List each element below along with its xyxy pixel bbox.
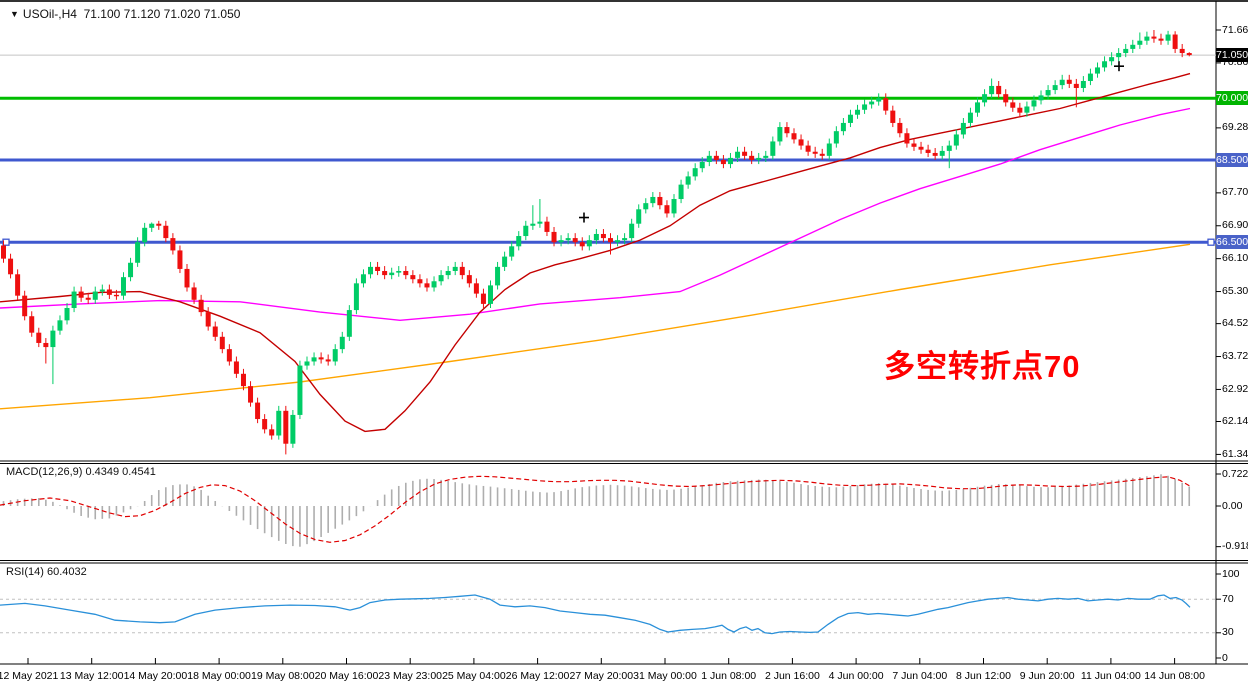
chart-annotation-text[interactable]: 多空转折点70 bbox=[884, 349, 1081, 384]
time-axis-label: 19 May 08:00 bbox=[250, 670, 315, 682]
axis-ticks bbox=[27, 29, 1221, 664]
time-axis-label: 27 May 20:00 bbox=[569, 670, 634, 682]
price-badge-70.000: 70.000 bbox=[1216, 91, 1248, 106]
rsi-axis-label: 100 bbox=[1222, 567, 1240, 580]
time-axis-label: 26 May 12:00 bbox=[505, 670, 570, 682]
rsi-axis-label: 0 bbox=[1222, 651, 1228, 664]
rsi-axis-label: 30 bbox=[1222, 626, 1234, 639]
ma-slow-orange-line bbox=[0, 243, 1191, 410]
macd-axis-label: 0.00 bbox=[1222, 499, 1243, 512]
macd-indicator-title: MACD(12,26,9) 0.4349 0.4541 bbox=[6, 466, 156, 478]
price-badge-66.500: 66.500 bbox=[1216, 235, 1248, 250]
price-axis-label: 62.920 bbox=[1222, 382, 1248, 395]
time-axis-label: 23 May 23:00 bbox=[378, 670, 443, 682]
time-axis-label: 14 May 20:00 bbox=[123, 670, 188, 682]
time-axis-label: 2 Jun 16:00 bbox=[764, 670, 820, 682]
price-axis-label: 65.300 bbox=[1222, 285, 1248, 298]
time-axis-label: 4 Jun 00:00 bbox=[828, 670, 884, 682]
price-axis-label: 63.720 bbox=[1222, 350, 1248, 363]
price-axis-label: 71.660 bbox=[1222, 23, 1248, 36]
cross-markers bbox=[579, 61, 1124, 223]
symbol-name: USOil-,H4 bbox=[22, 7, 77, 21]
time-axis-label: 7 Jun 04:00 bbox=[892, 670, 948, 682]
time-axis-label: 8 Jun 12:00 bbox=[956, 670, 1011, 682]
candles-layer bbox=[1, 30, 1192, 455]
symbol-dropdown-icon[interactable]: ▼ bbox=[10, 9, 19, 19]
time-axis-label: 13 May 12:00 bbox=[59, 670, 124, 682]
price-axis-label: 66.100 bbox=[1222, 252, 1248, 265]
time-axis-label: 25 May 04:00 bbox=[442, 670, 506, 682]
price-axis-label: 64.520 bbox=[1222, 317, 1248, 330]
rsi-indicator-title: RSI(14) 60.4032 bbox=[6, 566, 87, 578]
time-axis-label: 1 Jun 08:00 bbox=[701, 670, 757, 682]
rsi-axis-label: 70 bbox=[1222, 592, 1234, 605]
macd-axis-label: -0.9185 bbox=[1222, 540, 1248, 553]
price-badge-71.050: 71.050 bbox=[1216, 48, 1248, 63]
time-axis-label: 12 May 2021 bbox=[0, 670, 59, 682]
time-axis-label: 20 May 16:00 bbox=[314, 670, 379, 682]
price-axis-label: 61.340 bbox=[1222, 447, 1248, 460]
macd-axis-label: 0.7229 bbox=[1222, 467, 1248, 480]
ohlc-readout: 71.100 71.120 71.020 71.050 bbox=[83, 7, 241, 21]
time-axis-label: 31 May 00:00 bbox=[633, 670, 697, 682]
price-axis-label: 67.700 bbox=[1222, 186, 1248, 199]
price-axis-label: 69.280 bbox=[1222, 121, 1248, 134]
macd-layer bbox=[0, 474, 1191, 547]
symbol-title: ▼ USOil-,H4 71.100 71.120 71.020 71.050 bbox=[10, 7, 240, 21]
horizontal-lines bbox=[0, 54, 1216, 246]
time-axis-label: 9 Jun 20:00 bbox=[1019, 670, 1075, 682]
time-axis-label: 11 Jun 04:00 bbox=[1080, 670, 1141, 682]
panel-borders bbox=[0, 0, 1248, 665]
ma-mid-magenta-line bbox=[0, 107, 1191, 322]
time-axis-label: 18 May 00:00 bbox=[187, 670, 251, 682]
rsi-layer bbox=[0, 594, 1216, 635]
price-axis-label: 66.900 bbox=[1222, 219, 1248, 232]
price-axis-label: 62.140 bbox=[1222, 415, 1248, 427]
time-axis-label: 14 Jun 08:00 bbox=[1144, 670, 1205, 682]
price-badge-68.500: 68.500 bbox=[1216, 152, 1248, 167]
